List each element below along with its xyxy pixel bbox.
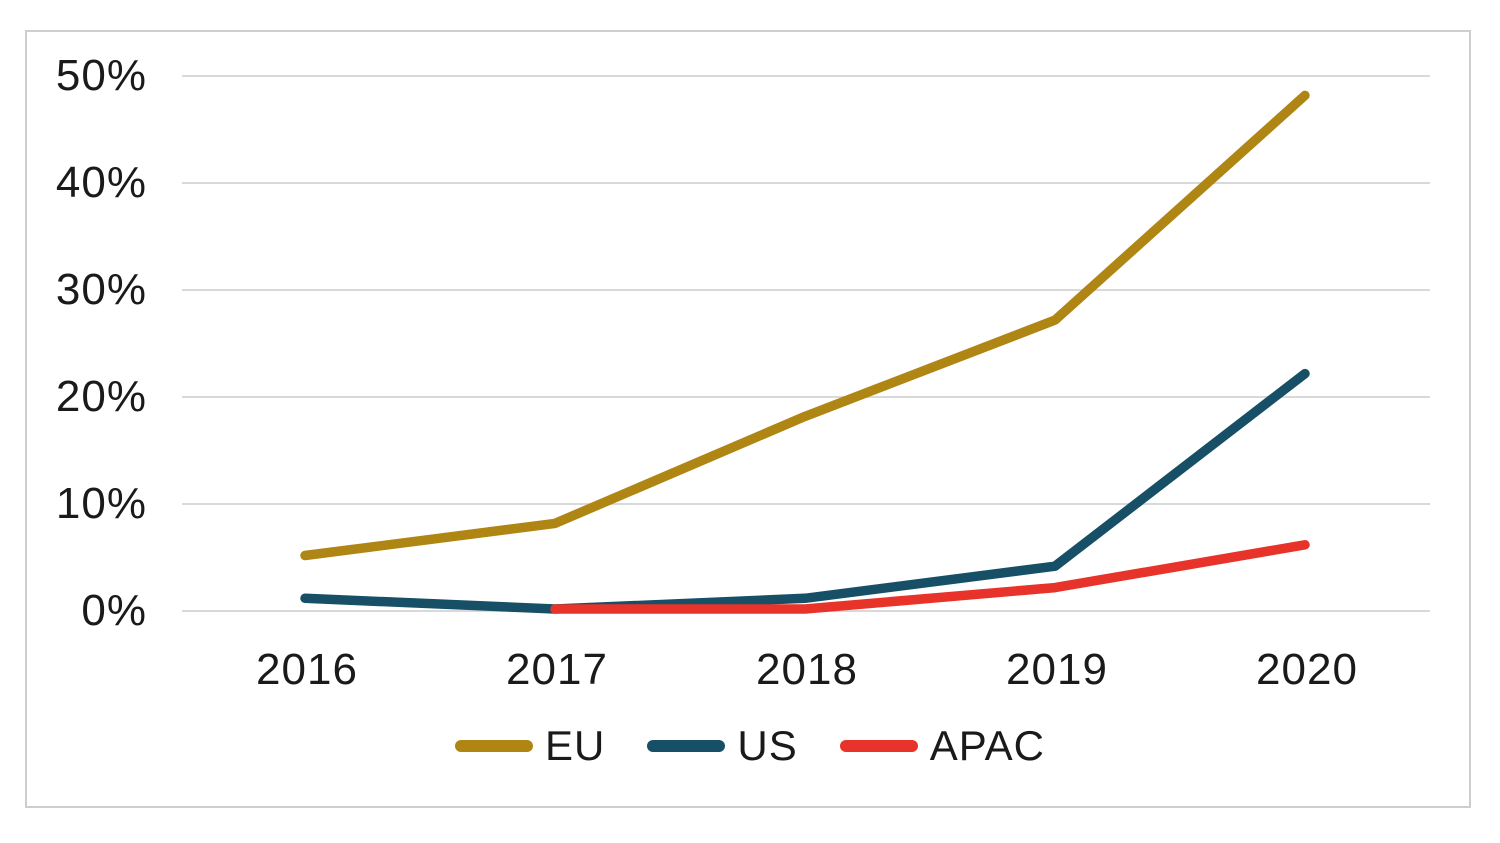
gridline-30	[182, 289, 1430, 291]
legend-swatch-us	[647, 740, 726, 752]
legend-label-us: US	[737, 722, 798, 769]
gridline-20	[182, 396, 1430, 398]
x-tick-label-2018: 2018	[756, 645, 858, 694]
legend-item-us: US	[647, 722, 797, 770]
x-tick-label-2017: 2017	[506, 645, 608, 694]
y-tick-label-30: 30%	[55, 265, 147, 314]
legend-swatch-apac	[839, 740, 918, 752]
x-tick-label-2020: 2020	[1256, 645, 1358, 694]
gridline-10	[182, 503, 1430, 505]
legend-item-apac: APAC	[839, 722, 1045, 770]
gridline-50	[182, 75, 1430, 77]
gridline-0	[182, 610, 1430, 612]
y-tick-label-20: 20%	[55, 372, 147, 421]
y-tick-label-50: 50%	[55, 51, 147, 100]
legend-label-eu: EU	[545, 722, 606, 769]
legend-swatch-eu	[455, 740, 533, 752]
y-tick-label-0: 0%	[81, 586, 147, 635]
legend-item-eu: EU	[455, 722, 605, 770]
y-tick-label-40: 40%	[55, 158, 147, 207]
legend-label-apac: APAC	[929, 722, 1045, 769]
x-tick-label-2016: 2016	[256, 645, 358, 694]
chart-container: 0% 10% 20% 30% 40% 50% 2016 2017 2018 2019 2020	[25, 30, 1471, 808]
chart-legend: EU US APAC	[0, 722, 1500, 770]
x-tick-label-2019: 2019	[1006, 645, 1108, 694]
gridline-40	[182, 182, 1430, 184]
y-tick-label-10: 10%	[55, 479, 147, 528]
